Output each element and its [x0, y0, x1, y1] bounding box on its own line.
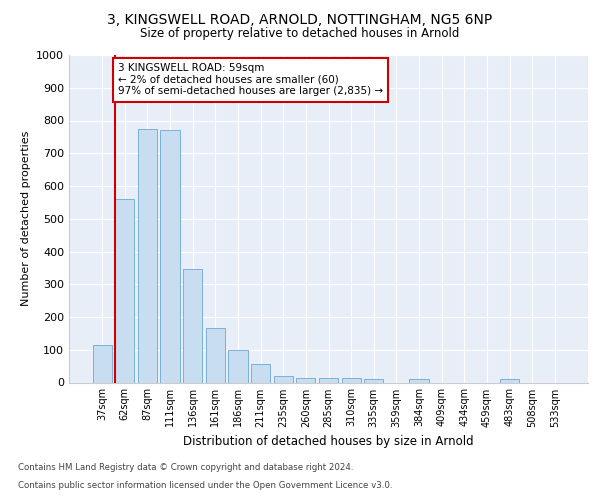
Text: 3, KINGSWELL ROAD, ARNOLD, NOTTINGHAM, NG5 6NP: 3, KINGSWELL ROAD, ARNOLD, NOTTINGHAM, N… — [107, 12, 493, 26]
Text: Size of property relative to detached houses in Arnold: Size of property relative to detached ho… — [140, 28, 460, 40]
Text: Contains HM Land Registry data © Crown copyright and database right 2024.: Contains HM Land Registry data © Crown c… — [18, 464, 353, 472]
X-axis label: Distribution of detached houses by size in Arnold: Distribution of detached houses by size … — [183, 435, 474, 448]
Bar — [251, 364, 270, 382]
Bar — [160, 130, 180, 382]
Y-axis label: Number of detached properties: Number of detached properties — [20, 131, 31, 306]
Bar — [138, 128, 157, 382]
Bar — [341, 378, 361, 382]
Bar — [364, 379, 383, 382]
Bar — [409, 379, 428, 382]
Bar — [92, 346, 112, 383]
Text: Contains public sector information licensed under the Open Government Licence v3: Contains public sector information licen… — [18, 481, 392, 490]
Bar — [183, 268, 202, 382]
Bar — [500, 379, 519, 382]
Text: 3 KINGSWELL ROAD: 59sqm
← 2% of detached houses are smaller (60)
97% of semi-det: 3 KINGSWELL ROAD: 59sqm ← 2% of detached… — [118, 63, 383, 96]
Bar — [115, 199, 134, 382]
Bar — [296, 378, 316, 382]
Bar — [319, 378, 338, 382]
Bar — [206, 328, 225, 382]
Bar — [229, 350, 248, 382]
Bar — [274, 376, 293, 382]
